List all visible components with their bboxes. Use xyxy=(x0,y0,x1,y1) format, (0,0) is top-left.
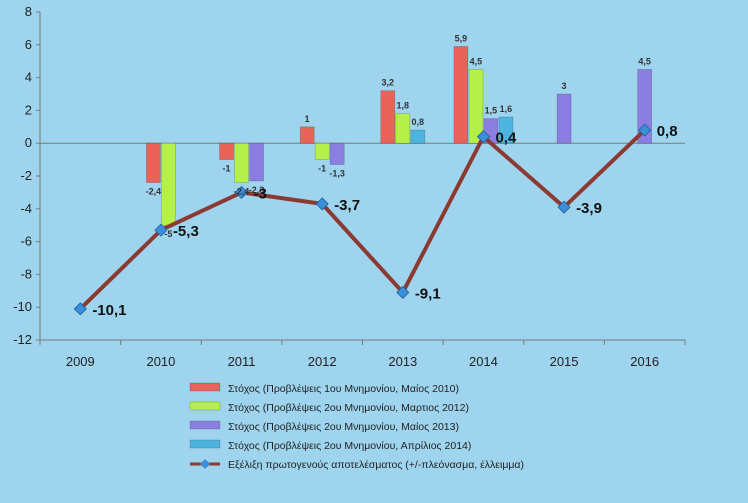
y-tick-label: -2 xyxy=(20,168,32,183)
legend-swatch xyxy=(189,439,221,449)
line-marker xyxy=(396,285,410,300)
line-data-label: -5,3 xyxy=(173,223,199,240)
y-tick-label: -6 xyxy=(20,234,32,249)
bar xyxy=(299,126,315,144)
bar xyxy=(249,142,264,182)
line-data-label: 0,4 xyxy=(495,130,517,147)
bar-data-label: -2,4 xyxy=(234,187,250,197)
labels-group: -2,4-5-1-2,4 -2,31-1 -1,33,21,80,85,94,51,… xyxy=(92,33,677,318)
legend: Στόχος (Προβλέψεις 1ου Μνημονίου, Μαίος … xyxy=(189,382,524,471)
bar xyxy=(314,142,330,160)
bar xyxy=(395,113,411,144)
bar-data-label: 1,8 xyxy=(397,101,410,111)
y-tick-label: -4 xyxy=(20,201,32,216)
bar-data-label: -2,3 xyxy=(249,185,265,195)
line-marker xyxy=(557,200,571,214)
legend-label: Στόχος (Προβλέψεις 1ου Μνημονίου, Μαίος … xyxy=(228,383,459,395)
x-tick-label: 2013 xyxy=(388,354,417,369)
bar xyxy=(219,142,234,160)
line-group xyxy=(73,123,652,316)
line-marker xyxy=(234,185,249,199)
x-tick-label: 2014 xyxy=(469,354,498,369)
bar-data-label: 0,8 xyxy=(412,117,425,127)
y-tick-label: -8 xyxy=(20,266,32,281)
line-data-label: -3,9 xyxy=(576,200,602,217)
x-tick-label: 2011 xyxy=(228,354,256,369)
legend-swatch xyxy=(189,382,221,392)
line-data-label: -9,1 xyxy=(415,285,441,302)
bar-data-label: -5 xyxy=(164,229,172,239)
legend-swatch xyxy=(189,420,221,430)
x-tick-label: 2010 xyxy=(146,354,175,369)
legend-label: Εξέλιξη πρωτογενούς αποτελέσματος (+/-πλ… xyxy=(228,459,524,471)
bar xyxy=(380,90,396,144)
bar-data-label: 4,5 xyxy=(638,56,651,66)
y-tick-label: 4 xyxy=(25,70,32,85)
line-marker xyxy=(73,302,87,316)
bar xyxy=(234,142,249,183)
line-data-label: -3 xyxy=(254,185,267,202)
legend-label: Στόχος (Προβλέψεις 2ου Μνημονίου, Απρίλι… xyxy=(228,440,471,452)
line-marker xyxy=(154,223,168,237)
line-data-label: 0,8 xyxy=(657,123,678,140)
bar-data-label: -1,3 xyxy=(329,169,345,179)
bar xyxy=(637,69,652,144)
bar-data-label: -2,4 xyxy=(146,187,162,197)
line-marker xyxy=(638,123,652,137)
legend-marker xyxy=(200,459,210,469)
bar xyxy=(329,142,345,165)
line-series xyxy=(78,128,647,311)
bar xyxy=(161,142,176,226)
bar-data-label: 1,5 xyxy=(485,106,498,116)
y-tick-label: 0 xyxy=(25,135,32,150)
y-tick-label: 6 xyxy=(25,37,32,52)
y-tick-label: 2 xyxy=(25,102,32,117)
x-tick-label: 2015 xyxy=(550,354,579,369)
bar-data-label: -1 xyxy=(318,164,326,174)
y-tick-label: 8 xyxy=(25,4,32,19)
bar-data-label: 5,9 xyxy=(455,33,468,43)
line-data-label: -3,7 xyxy=(334,197,360,214)
bar xyxy=(410,129,426,144)
legend-label: Στόχος (Προβλέψεις 2ου Μνημονίου, Μαίος … xyxy=(228,421,459,433)
bar xyxy=(146,142,161,183)
x-tick-label: 2009 xyxy=(66,354,95,369)
bar-data-label: -1 xyxy=(223,164,231,174)
bar xyxy=(556,93,572,144)
y-tick-label: -12 xyxy=(13,332,32,347)
legend-swatch xyxy=(189,401,221,411)
line-marker xyxy=(476,130,491,144)
bar-data-label: 3,2 xyxy=(382,78,395,88)
bar xyxy=(453,46,469,144)
y-tick-label: -10 xyxy=(13,299,32,314)
legend-label: Στόχος (Προβλέψεις 2ου Μνημονίου, Μαρτιο… xyxy=(228,402,469,414)
x-tick-label: 2016 xyxy=(630,354,659,369)
bar-data-label: 3 xyxy=(562,81,567,91)
line-data-label: -10,1 xyxy=(92,302,126,319)
bar xyxy=(498,116,514,144)
line-marker xyxy=(315,197,329,211)
bars-group xyxy=(146,46,652,226)
axes-group: 8 6 4 2 0 -2 -4 -6 -8 -10 -12 2009 2010 2011 2012 2013 2… xyxy=(13,4,686,369)
bar-data-label: 4,5 xyxy=(470,56,483,66)
bar-data-label: 1,6 xyxy=(500,104,513,114)
bar-data-label: 1 xyxy=(305,114,310,124)
bar xyxy=(468,69,484,144)
x-tick-label: 2012 xyxy=(308,354,337,369)
